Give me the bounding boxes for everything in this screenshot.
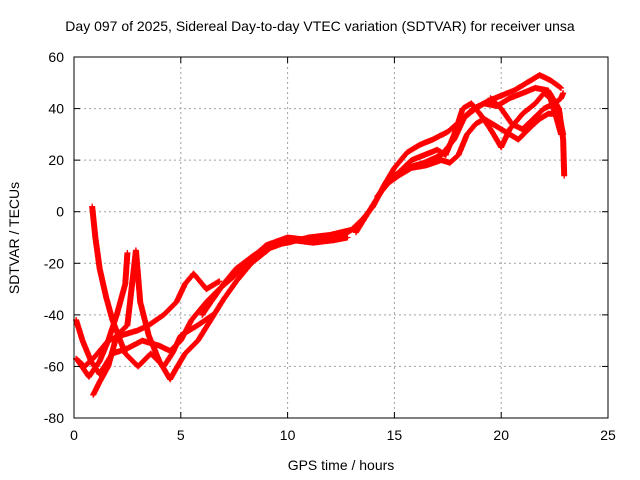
y-tick-label: -80 bbox=[44, 410, 64, 426]
x-axis-label: GPS time / hours bbox=[287, 457, 395, 473]
x-tick-label: 15 bbox=[387, 427, 403, 443]
axes: 0 5 10 15 20 25 -80 -60 -40 -20 0 20 40 60 bbox=[44, 49, 616, 443]
series-track-10 bbox=[487, 90, 567, 133]
y-tick-label: 60 bbox=[48, 49, 64, 65]
data-series bbox=[73, 72, 568, 398]
y-axis-label: SDTVAR / TECUs bbox=[6, 181, 22, 295]
y-tick-label: 0 bbox=[56, 204, 64, 220]
x-tick-label: 10 bbox=[280, 427, 296, 443]
x-tick-label: 25 bbox=[600, 427, 616, 443]
data-point-markers bbox=[73, 221, 364, 378]
chart-title: Day 097 of 2025, Sidereal Day-to-day VTE… bbox=[65, 18, 575, 34]
y-tick-label: -60 bbox=[44, 358, 64, 374]
y-tick-label: 20 bbox=[48, 152, 64, 168]
y-tick-label: -40 bbox=[44, 307, 64, 323]
series-track-9 bbox=[374, 110, 567, 200]
plot-frame bbox=[73, 56, 609, 419]
x-tick-label: 5 bbox=[177, 427, 185, 443]
x-tick-label: 20 bbox=[493, 427, 509, 443]
y-tick-label: -20 bbox=[44, 255, 64, 271]
x-tick-label: 0 bbox=[70, 427, 78, 443]
series-track-4 bbox=[73, 221, 364, 378]
y-tick-label: 40 bbox=[48, 101, 64, 117]
data-point-markers bbox=[487, 90, 567, 133]
data-point-markers bbox=[374, 110, 567, 200]
grid bbox=[74, 57, 608, 418]
